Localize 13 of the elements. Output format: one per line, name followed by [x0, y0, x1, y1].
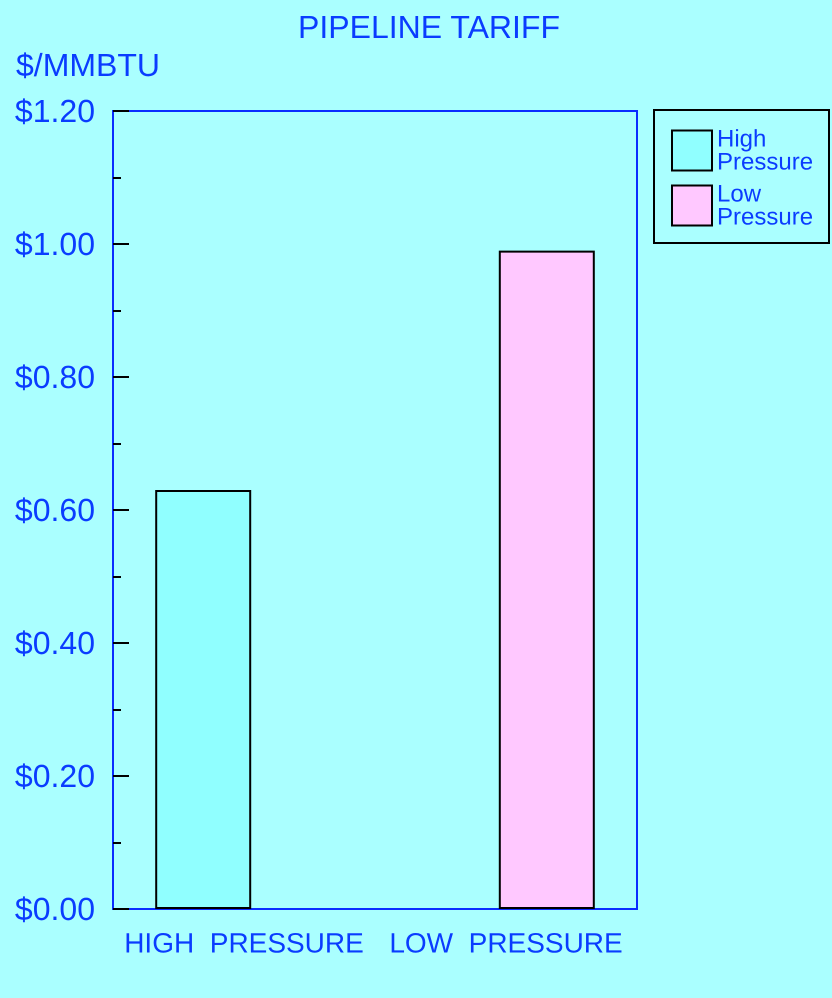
y-tick-label: $0.20: [14, 758, 95, 794]
y-tick-label: $0.40: [14, 625, 95, 661]
y-tick-label: $0.80: [14, 359, 95, 395]
x-tick-label: HIGH PRESSURE: [124, 928, 364, 958]
y-axis-title: $/MMBTU: [16, 47, 160, 83]
y-tick-label: $0.60: [14, 492, 95, 528]
x-tick-label: LOW PRESSURE: [389, 928, 623, 958]
legend-label: High Pressure: [717, 126, 814, 176]
legend-label: Low Pressure: [717, 180, 814, 230]
y-tick-label: $1.00: [14, 226, 95, 262]
chart-title: PIPELINE TARIFF: [298, 9, 560, 45]
y-tick-label: $0.00: [14, 891, 95, 927]
y-tick-label: $1.20: [14, 93, 95, 129]
